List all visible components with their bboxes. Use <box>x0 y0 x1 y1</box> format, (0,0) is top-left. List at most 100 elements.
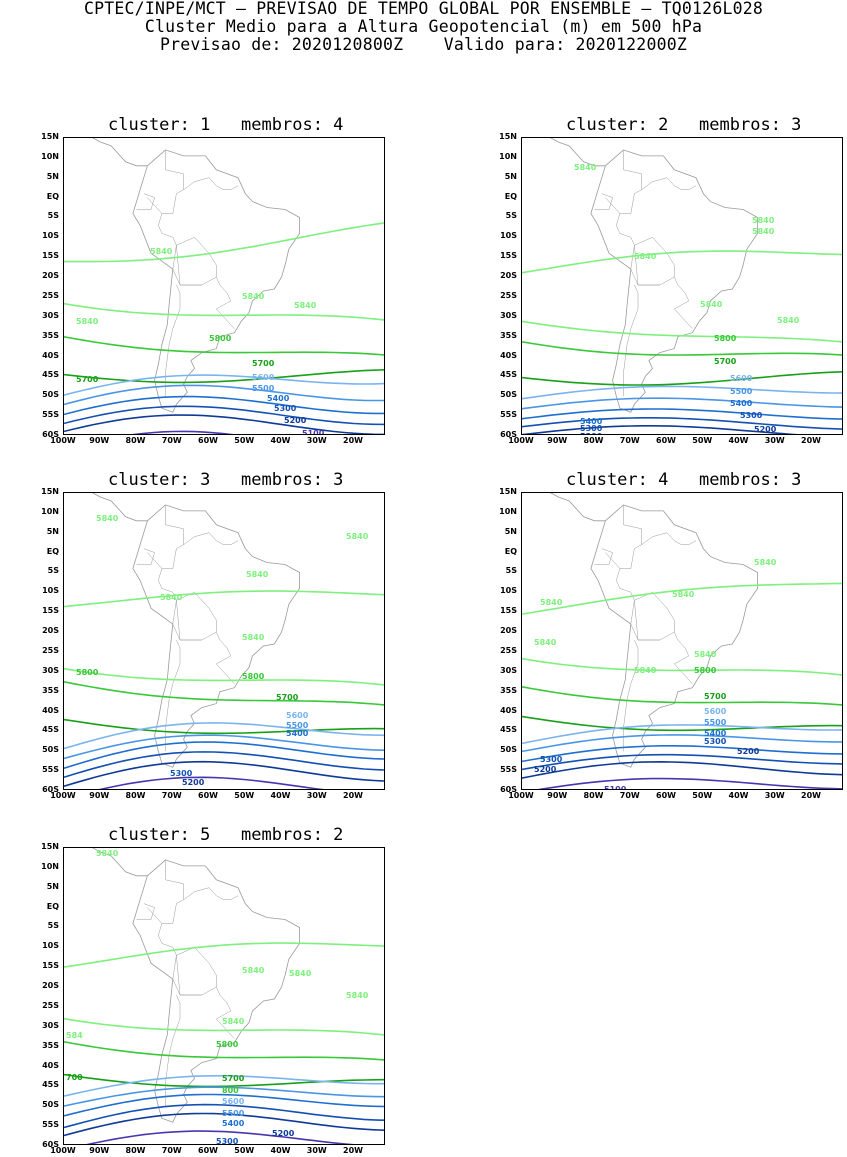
lat-tick-label: 10S <box>500 231 517 241</box>
country-border <box>594 548 613 565</box>
contour-label: 5800 <box>76 668 99 677</box>
contour-label: 5500 <box>730 387 753 396</box>
contour-label: 5700 <box>252 359 275 368</box>
lat-tick-label: 10N <box>499 506 517 516</box>
contour-label: 5100 <box>180 788 203 790</box>
lat-tick-label: 5S <box>505 211 517 221</box>
lat-tick-label: 35S <box>42 330 59 340</box>
contour-label: 5200 <box>534 765 557 774</box>
lat-tick-label: 15S <box>500 251 517 261</box>
country-border <box>634 236 675 286</box>
lat-tick-label: 45S <box>42 725 59 735</box>
contour-label: 5200 <box>580 432 603 435</box>
lat-tick-label: 30S <box>42 665 59 675</box>
contour-label: 5840 <box>242 966 265 975</box>
lon-tick-label: 80W <box>125 1146 146 1155</box>
contour-label: 5400 <box>704 729 727 738</box>
contour-line <box>64 395 384 416</box>
lat-tick-label: 50S <box>42 390 59 400</box>
country-border <box>158 532 239 625</box>
contour-label: 5100 <box>604 785 627 790</box>
contour-label: 5600 <box>704 707 727 716</box>
lon-tick-label: 60W <box>198 791 218 800</box>
contour-label: 5600 <box>286 711 309 720</box>
lat-tick-label: 35S <box>500 330 517 340</box>
country-border <box>158 177 239 270</box>
lon-tick-label: 100W <box>508 436 534 445</box>
contour-line <box>132 430 234 434</box>
contour-label: 5840 <box>346 991 369 1000</box>
contour-label: 5300 <box>216 1137 239 1145</box>
coastline <box>91 138 300 413</box>
lon-tick-label: 100W <box>50 791 76 800</box>
contour-label: 5700 <box>276 693 299 702</box>
contour-line <box>64 1075 384 1097</box>
contour-line <box>64 302 384 321</box>
lat-tick-label: 5S <box>505 566 517 576</box>
contour-line <box>522 686 842 706</box>
contour-line <box>64 1086 384 1107</box>
country-border <box>616 532 697 625</box>
lat-tick-label: 15N <box>41 487 59 496</box>
lon-tick-label: 20W <box>801 436 821 445</box>
country-border <box>136 548 155 565</box>
contour-label: 5400 <box>222 1119 245 1128</box>
contour-label: 5800 <box>242 672 265 681</box>
country-border <box>176 236 217 286</box>
lat-tick-label: 35S <box>42 685 59 695</box>
lat-tick-label: 5S <box>47 211 59 221</box>
contour-label: 5840 <box>540 598 563 607</box>
contour-line <box>64 414 384 434</box>
country-border <box>605 552 621 569</box>
country-border <box>165 149 184 190</box>
contour-label: 5200 <box>737 747 760 756</box>
header-line-3: Previsao de: 2020120800Z Valido para: 20… <box>160 35 687 54</box>
lon-tick-label: 20W <box>343 436 363 445</box>
lon-tick-label: 30W <box>306 436 327 445</box>
header-line-1: CPTEC/INPE/MCT – PREVISAO DE TEMPO GLOBA… <box>84 0 763 18</box>
lon-tick-label: 80W <box>583 436 604 445</box>
lon-tick-label: 90W <box>547 791 568 800</box>
lon-tick-label: 30W <box>306 791 327 800</box>
lat-tick-label: 15N <box>499 487 517 496</box>
country-border <box>147 197 163 214</box>
lat-tick-label: 15N <box>499 132 517 141</box>
lat-tick-label: 15N <box>41 842 59 851</box>
lat-tick-label: 5N <box>46 881 59 891</box>
contour-label: 5840 <box>246 570 269 579</box>
contour-label: 5500 <box>252 384 275 393</box>
contour-line <box>522 760 842 779</box>
contour-line <box>64 1103 384 1129</box>
country-border <box>605 197 621 214</box>
lat-tick-label: 20S <box>500 626 517 636</box>
lat-tick-label: 40S <box>500 705 517 715</box>
lon-tick-label: 30W <box>764 436 785 445</box>
contour-label: 584 <box>66 1031 83 1040</box>
contour-label: 5840 <box>534 638 557 647</box>
lat-tick-label: 10N <box>41 151 59 161</box>
contour-line <box>522 320 842 343</box>
lat-tick-label: EQ <box>46 901 59 911</box>
country-border <box>165 994 181 1107</box>
lon-tick-label: 80W <box>125 791 146 800</box>
contour-line <box>64 942 384 968</box>
lon-tick-label: 60W <box>198 1146 218 1155</box>
map-frame: 5840 5840 5840 5840 5840 5840 5800 5700 5600 5500… <box>521 492 843 790</box>
contour-line <box>522 753 842 771</box>
contour-label: 5600 <box>730 374 753 383</box>
lat-tick-label: EQ <box>46 191 59 201</box>
lat-tick-label: 10N <box>41 506 59 516</box>
contour-line <box>64 369 384 384</box>
map-canvas: 5840 5840 5840 5840 5840 5840 5800 5700 5600 5500… <box>522 138 842 435</box>
lat-tick-label: 60S <box>500 430 517 439</box>
lat-tick-label: 5N <box>46 171 59 181</box>
contour-line <box>522 724 842 745</box>
coastline <box>91 848 300 1123</box>
contour-line <box>64 405 384 426</box>
contour-line <box>522 417 842 430</box>
contour-line <box>64 667 384 686</box>
lon-tick-label: 70W <box>619 791 640 800</box>
contour-label: 5700 <box>222 1074 245 1083</box>
lon-tick-label: 40W <box>270 1146 291 1155</box>
lon-tick-label: 30W <box>764 791 785 800</box>
